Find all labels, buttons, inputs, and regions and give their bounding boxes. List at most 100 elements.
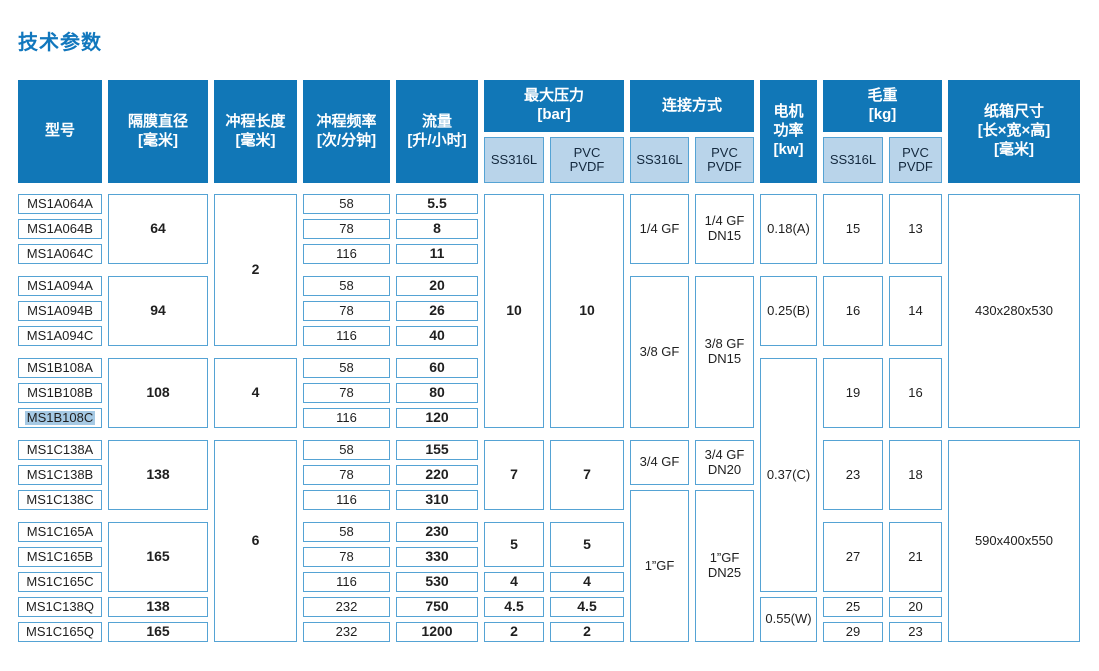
connection-pvc-pvdf-cell-text: 3/8 GF	[704, 336, 745, 352]
stroke-frequency-cell-text: 78	[339, 302, 354, 318]
stroke-frequency-cell-text: 78	[339, 220, 354, 236]
diaphragm-diameter-cell: 94	[108, 276, 208, 346]
carton-size-cell: 590x400x550	[948, 440, 1080, 642]
model-cell: MS1C165C	[18, 572, 102, 592]
subheader-max-pressure-pvc-pvdf-text: PVC	[573, 144, 601, 160]
connection-ss316l-cell: 1/4 GF	[630, 194, 689, 264]
model-cell: MS1B108C	[18, 408, 102, 428]
model-cell: MS1A064A	[18, 194, 102, 214]
stroke-frequency-cell: 116	[303, 326, 390, 346]
gross-weight-pvc-pvdf-cell-text: 13	[908, 220, 923, 236]
stroke-frequency-cell: 58	[303, 440, 390, 460]
motor-power-cell: 0.37(C)	[760, 358, 817, 592]
connection-pvc-pvdf-cell: 1”GF DN25	[695, 490, 754, 642]
max-pressure-pvc-pvdf-cell-text: 7	[583, 466, 591, 483]
motor-power-cell-text: 0.25(B)	[767, 302, 810, 318]
connection-ss316l-cell: 1”GF	[630, 490, 689, 642]
max-pressure-pvc-pvdf-cell-text: 5	[583, 535, 591, 552]
max-pressure-ss316l-cell: 2	[484, 622, 544, 642]
subheader-gross-weight-pvc-pvdf-text: PVC	[902, 144, 929, 160]
gross-weight-pvc-pvdf-cell-text: 14	[908, 302, 923, 318]
stroke-frequency-cell-text: 78	[339, 548, 354, 564]
stroke-frequency-cell: 116	[303, 244, 390, 264]
connection-pvc-pvdf-cell-text: DN15	[707, 228, 742, 243]
motor-power-cell-text: 0.55(W)	[765, 611, 812, 627]
stroke-frequency-cell: 232	[303, 597, 390, 617]
connection-ss316l-cell: 3/4 GF	[630, 440, 689, 485]
gross-weight-pvc-pvdf-cell: 16	[889, 358, 942, 428]
max-pressure-pvc-pvdf-cell: 2	[550, 622, 624, 642]
gross-weight-ss316l-cell: 25	[823, 597, 883, 617]
carton-size-cell-text: 590x400x550	[974, 532, 1054, 548]
carton-size-cell-text: 430x280x530	[974, 302, 1054, 318]
header-stroke-length: 冲程长度 [毫米]	[214, 80, 297, 183]
gross-weight-ss316l-cell-text: 23	[845, 466, 861, 482]
subheader-gross-weight-pvc-pvdf: PVC PVDF	[889, 137, 942, 183]
model-cell: MS1A094C	[18, 326, 102, 346]
model-cell-text: MS1A064C	[26, 245, 94, 261]
subheader-max-pressure-pvc-pvdf: PVC PVDF	[550, 137, 624, 183]
subheader-gross-weight-ss316l: SS316L	[823, 137, 883, 183]
stroke-frequency-cell-text: 116	[336, 573, 357, 589]
stroke-length-cell-text: 2	[251, 261, 260, 278]
subheader-max-pressure-ss316l-text: SS316L	[490, 151, 538, 167]
stroke-frequency-cell: 78	[303, 219, 390, 239]
gross-weight-ss316l-cell: 15	[823, 194, 883, 264]
gross-weight-ss316l-cell-text: 27	[845, 548, 861, 564]
gross-weight-pvc-pvdf-cell-text: 20	[908, 598, 923, 614]
subheader-max-pressure-ss316l: SS316L	[484, 137, 544, 183]
header-motor-power-text: 电机	[773, 103, 804, 121]
motor-power-cell: 0.55(W)	[760, 597, 817, 642]
flow-rate-cell-text: 11	[429, 245, 445, 262]
model-cell-text: MS1A094A	[27, 277, 93, 293]
stroke-frequency-cell-text: 58	[339, 195, 354, 211]
gross-weight-ss316l-cell-text: 25	[845, 598, 861, 614]
max-pressure-pvc-pvdf-cell: 7	[550, 440, 624, 510]
model-cell-text: MS1B108B	[27, 384, 93, 400]
stroke-frequency-cell-text: 58	[339, 359, 354, 375]
gross-weight-pvc-pvdf-cell-text: 16	[908, 384, 923, 400]
stroke-frequency-cell: 58	[303, 194, 390, 214]
flow-rate-cell-text: 330	[425, 548, 449, 565]
header-flow-rate: 流量 [升/小时]	[396, 80, 478, 183]
flow-rate-cell-text: 80	[429, 384, 445, 401]
max-pressure-pvc-pvdf-cell-text: 10	[579, 302, 595, 319]
gross-weight-pvc-pvdf-cell-text: 21	[908, 548, 923, 564]
model-cell-text: MS1C165B	[26, 548, 94, 564]
stroke-frequency-cell: 78	[303, 383, 390, 403]
header-model: 型号	[18, 80, 102, 183]
connection-pvc-pvdf-cell: 3/4 GF DN20	[695, 440, 754, 485]
header-connection-text: 连接方式	[661, 96, 722, 114]
model-cell-text: MS1B108C	[24, 409, 96, 426]
model-cell: MS1C165Q	[18, 622, 102, 642]
stroke-frequency-cell: 116	[303, 408, 390, 428]
gross-weight-pvc-pvdf-cell-text: 18	[908, 466, 923, 482]
header-motor-power: 电机 功率 [kw]	[760, 80, 817, 183]
stroke-frequency-cell: 78	[303, 547, 390, 567]
header-flow-rate-text: 流量	[421, 112, 452, 130]
max-pressure-pvc-pvdf-cell-text: 2	[583, 623, 591, 640]
max-pressure-ss316l-cell-text: 4	[510, 573, 518, 590]
diaphragm-diameter-cell-text: 94	[150, 302, 166, 319]
flow-rate-cell: 220	[396, 465, 478, 485]
motor-power-cell-text: 0.18(A)	[767, 220, 810, 236]
stroke-frequency-cell-text: 58	[339, 277, 354, 293]
diaphragm-diameter-cell-text: 165	[146, 623, 170, 640]
diaphragm-diameter-cell-text: 165	[146, 548, 170, 565]
gross-weight-pvc-pvdf-cell: 23	[889, 622, 942, 642]
gross-weight-ss316l-cell: 16	[823, 276, 883, 346]
subheader-max-pressure-pvc-pvdf-text: PVDF	[569, 159, 605, 174]
model-cell-text: MS1C165C	[26, 573, 94, 589]
model-cell-text: MS1C138C	[26, 491, 94, 507]
stroke-frequency-cell-text: 116	[336, 327, 357, 343]
flow-rate-cell-text: 220	[425, 466, 449, 483]
flow-rate-cell-text: 310	[425, 491, 449, 508]
diaphragm-diameter-cell-text: 108	[146, 384, 170, 401]
header-carton-size-text: [毫米]	[994, 140, 1034, 158]
diaphragm-diameter-cell: 108	[108, 358, 208, 428]
motor-power-cell: 0.18(A)	[760, 194, 817, 264]
gross-weight-ss316l-cell: 23	[823, 440, 883, 510]
model-cell-text: MS1B108A	[27, 359, 93, 375]
max-pressure-ss316l-cell: 7	[484, 440, 544, 510]
model-cell: MS1A064C	[18, 244, 102, 264]
